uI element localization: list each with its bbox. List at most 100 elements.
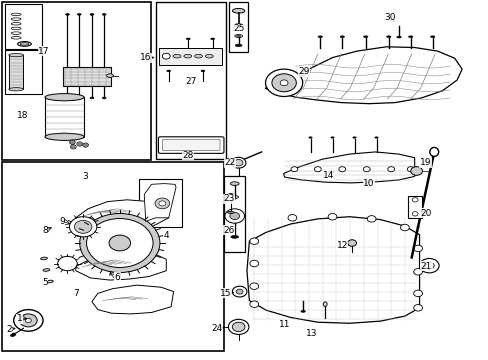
Ellipse shape <box>11 27 21 30</box>
Circle shape <box>410 167 422 175</box>
Ellipse shape <box>232 9 244 13</box>
Text: 5: 5 <box>42 278 48 287</box>
Circle shape <box>314 167 321 172</box>
Ellipse shape <box>186 38 190 40</box>
Circle shape <box>225 194 235 201</box>
Ellipse shape <box>11 37 21 39</box>
Ellipse shape <box>308 137 312 138</box>
Text: 15: 15 <box>220 289 231 298</box>
Ellipse shape <box>205 54 213 58</box>
Ellipse shape <box>11 18 21 21</box>
Ellipse shape <box>234 24 243 27</box>
Circle shape <box>411 198 417 202</box>
Text: 25: 25 <box>232 24 244 33</box>
Circle shape <box>387 167 394 172</box>
Circle shape <box>224 209 244 223</box>
Ellipse shape <box>230 235 238 238</box>
Ellipse shape <box>45 94 84 101</box>
Bar <box>45 97 84 137</box>
Text: 16: 16 <box>140 53 151 62</box>
Bar <box>224 176 245 252</box>
Circle shape <box>14 310 43 331</box>
Ellipse shape <box>234 159 243 166</box>
Text: 23: 23 <box>223 194 234 203</box>
Ellipse shape <box>230 182 239 185</box>
Ellipse shape <box>65 14 69 15</box>
Circle shape <box>74 220 92 233</box>
Ellipse shape <box>396 36 400 38</box>
Text: 18: 18 <box>17 111 29 120</box>
Text: 12: 12 <box>336 241 347 250</box>
Ellipse shape <box>11 333 16 337</box>
Ellipse shape <box>429 36 434 37</box>
Polygon shape <box>92 285 173 314</box>
Ellipse shape <box>90 14 94 15</box>
Ellipse shape <box>232 322 244 332</box>
Circle shape <box>155 198 169 209</box>
Text: 26: 26 <box>223 226 234 235</box>
Circle shape <box>287 215 296 221</box>
Ellipse shape <box>301 310 305 312</box>
Ellipse shape <box>227 211 234 213</box>
Ellipse shape <box>230 195 238 198</box>
Bar <box>5 4 41 49</box>
Circle shape <box>69 140 75 144</box>
Text: 4: 4 <box>163 231 169 240</box>
Ellipse shape <box>45 133 84 140</box>
Text: 24: 24 <box>211 324 223 333</box>
Circle shape <box>419 258 438 273</box>
Circle shape <box>413 305 422 311</box>
Ellipse shape <box>323 302 326 307</box>
Ellipse shape <box>46 280 53 283</box>
Ellipse shape <box>386 36 390 37</box>
Circle shape <box>413 245 422 252</box>
Text: 28: 28 <box>182 151 194 160</box>
Text: 22: 22 <box>224 158 235 167</box>
Text: 2: 2 <box>6 325 12 334</box>
Text: 6: 6 <box>114 273 120 282</box>
Circle shape <box>70 145 76 149</box>
Circle shape <box>407 167 413 172</box>
Ellipse shape <box>106 74 113 77</box>
Text: 29: 29 <box>298 68 309 77</box>
Ellipse shape <box>234 35 242 37</box>
Ellipse shape <box>318 36 322 37</box>
Ellipse shape <box>11 13 21 15</box>
Ellipse shape <box>429 148 438 156</box>
Bar <box>228 2 248 52</box>
Text: 3: 3 <box>82 172 88 181</box>
Ellipse shape <box>235 44 242 46</box>
Circle shape <box>58 256 77 271</box>
Text: 8: 8 <box>42 226 48 235</box>
Bar <box>2 2 150 160</box>
Ellipse shape <box>340 36 344 37</box>
Ellipse shape <box>65 97 69 99</box>
Circle shape <box>236 289 243 294</box>
Circle shape <box>347 240 356 246</box>
Circle shape <box>424 262 433 269</box>
Circle shape <box>400 224 408 231</box>
Polygon shape <box>76 250 166 280</box>
Text: 10: 10 <box>363 179 374 188</box>
Circle shape <box>25 318 31 323</box>
Ellipse shape <box>231 157 245 168</box>
Text: 13: 13 <box>305 328 317 338</box>
Polygon shape <box>283 152 414 183</box>
Circle shape <box>290 167 297 172</box>
Ellipse shape <box>374 137 378 138</box>
Ellipse shape <box>228 319 248 334</box>
Circle shape <box>271 74 296 92</box>
Ellipse shape <box>210 38 214 40</box>
Bar <box>155 2 225 159</box>
Ellipse shape <box>9 87 23 91</box>
Ellipse shape <box>183 54 191 58</box>
Text: 7: 7 <box>73 289 79 298</box>
FancyBboxPatch shape <box>162 139 220 150</box>
Circle shape <box>411 212 417 216</box>
Circle shape <box>327 213 336 220</box>
Ellipse shape <box>194 54 202 58</box>
Polygon shape <box>246 217 419 323</box>
Ellipse shape <box>173 54 181 58</box>
Circle shape <box>249 301 258 307</box>
Bar <box>159 48 221 65</box>
